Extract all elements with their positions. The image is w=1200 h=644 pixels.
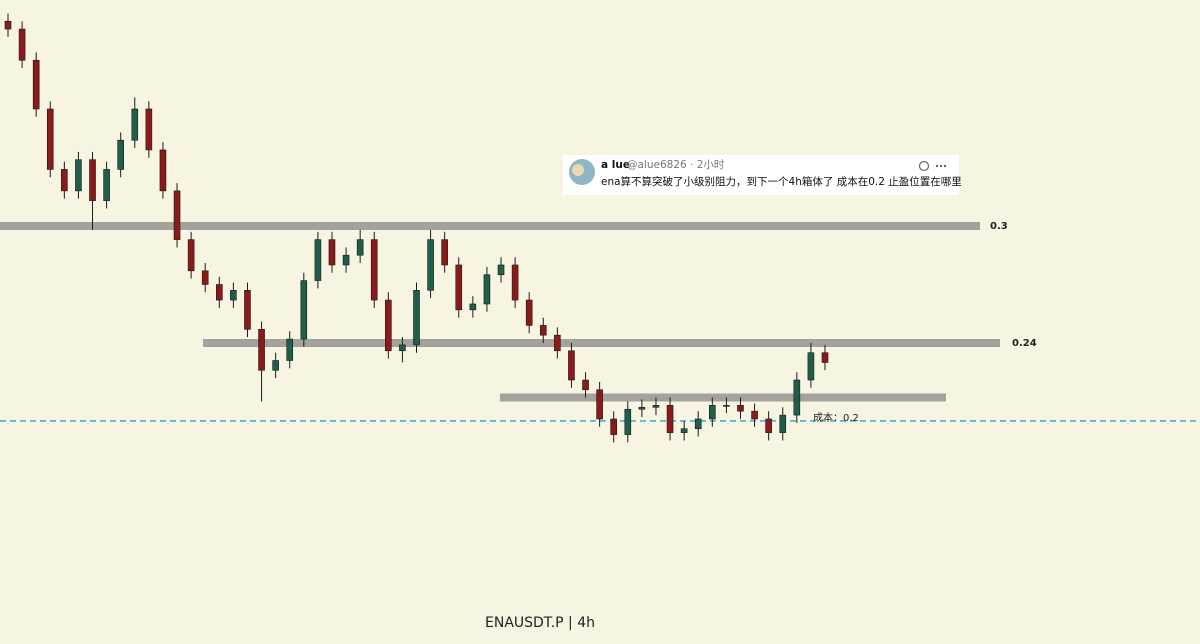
candle-body: [596, 389, 603, 420]
candle-body: [286, 338, 294, 361]
candle-body: [666, 405, 674, 433]
candle-body: [342, 254, 350, 266]
candle-body: [159, 149, 167, 192]
avatar-detail: [572, 164, 584, 176]
candle-body: [89, 159, 96, 201]
candle-body: [497, 264, 505, 276]
candle-body: [32, 59, 40, 110]
candle-body: [610, 418, 618, 435]
candle-body: [244, 290, 251, 330]
refresh-icon[interactable]: [918, 160, 930, 172]
candle-body: [441, 239, 448, 266]
candle-body: [582, 379, 589, 391]
candle-body: [399, 344, 406, 352]
candle-body: [539, 325, 547, 336]
candle-body: [455, 264, 463, 311]
candle-body: [779, 414, 787, 433]
comment-author: a lue: [601, 159, 630, 171]
candle-body: [821, 352, 829, 363]
candle-body: [751, 410, 758, 420]
candle-body: [793, 379, 801, 416]
candle-body: [173, 190, 181, 240]
candle-body: [75, 159, 82, 192]
candle-body: [370, 239, 378, 301]
chart-title: ENAUSDT.P | 4h: [485, 615, 595, 631]
candle-body: [680, 428, 688, 433]
candle-body: [469, 303, 477, 311]
more-icon[interactable]: [935, 164, 947, 168]
candle-body: [694, 418, 702, 430]
candle-body: [807, 352, 815, 381]
candle-body: [215, 284, 223, 301]
comment-card: a lue @alue6826 · 2小时 ena算不算突破了小级别阻力，到下一…: [563, 155, 962, 195]
level-label: 0.24: [1012, 338, 1037, 349]
candle-body: [61, 169, 68, 192]
candle-body: [187, 239, 195, 272]
cost-label: 成本：0.2: [813, 411, 859, 424]
candle-body: [145, 108, 153, 151]
candle-body: [765, 418, 772, 433]
candle-body: [201, 270, 209, 285]
candle-body: [103, 169, 110, 201]
candle-body: [356, 239, 364, 256]
candle-body: [46, 108, 54, 170]
candle-body: [723, 405, 730, 407]
candle-body: [18, 28, 26, 61]
candle-body: [131, 108, 139, 141]
level-label: 0.3: [990, 221, 1008, 232]
candle-body: [300, 280, 308, 340]
candle-body: [652, 405, 660, 408]
candle-body: [709, 405, 716, 420]
candle-body: [385, 299, 392, 352]
candle-body: [258, 329, 265, 371]
candle-body: [483, 274, 491, 305]
candle-body: [511, 264, 519, 301]
candle-body: [554, 334, 561, 352]
candle-body: [737, 405, 744, 412]
comment-handle: @alue6826 · 2小时: [627, 159, 725, 171]
candle-body: [117, 139, 124, 170]
candle-body: [4, 20, 12, 30]
comment-text: ena算不算突破了小级别阻力，到下一个4h箱体了 成本在0.2 止盈位置在哪里: [601, 175, 962, 188]
candle-body: [638, 407, 646, 410]
candle-body: [230, 290, 237, 301]
card-bg: [563, 155, 959, 195]
candle-body: [328, 239, 336, 266]
candle-body: [568, 350, 575, 381]
candle-body: [525, 299, 533, 326]
candle-body: [314, 239, 322, 281]
candle-body: [413, 290, 420, 346]
candle-body: [272, 360, 279, 371]
candle-body: [427, 239, 434, 291]
candle-body: [624, 408, 632, 435]
